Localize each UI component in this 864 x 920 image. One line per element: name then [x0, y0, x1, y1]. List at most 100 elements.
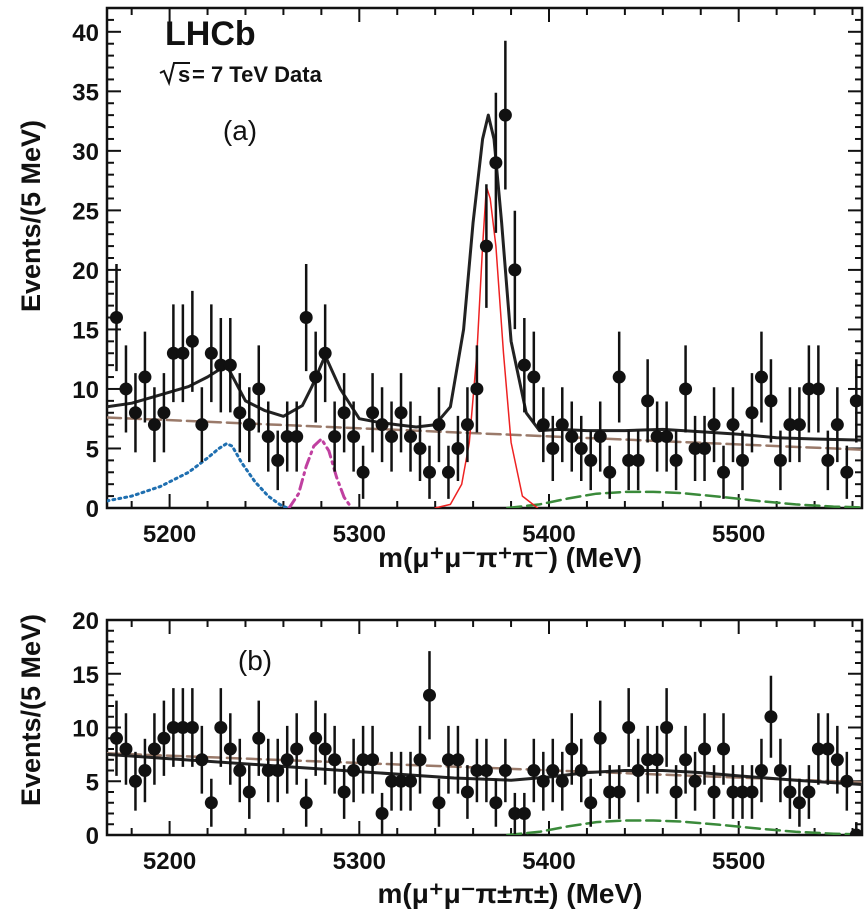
data-point — [735, 785, 749, 799]
data-point — [688, 774, 702, 788]
data-point — [612, 785, 626, 799]
data-point — [717, 465, 731, 479]
data-point — [290, 742, 304, 756]
data-point — [679, 753, 693, 767]
data-point — [280, 430, 294, 444]
data-point — [631, 453, 645, 467]
data-point — [527, 370, 541, 384]
data-point — [214, 358, 228, 372]
data-point — [840, 774, 854, 788]
data-point — [204, 346, 218, 360]
data-point — [280, 753, 294, 767]
data-point — [223, 742, 237, 756]
data-point — [840, 465, 854, 479]
data-point — [603, 785, 617, 799]
sqrt-icon — [159, 62, 190, 87]
panel-a: 0 5 10 15 20 25 30 35 40 5200 5300 5400 5500 Events/(… — [16, 6, 864, 573]
data-point — [318, 346, 332, 360]
data-point — [195, 418, 209, 432]
data-point — [498, 108, 512, 122]
data-point — [128, 406, 142, 420]
data-point — [252, 382, 266, 396]
data-point — [157, 406, 171, 420]
energy-label: = 7 TeV Data — [192, 62, 323, 87]
data-point — [669, 785, 683, 799]
y-tick-label: 35 — [72, 79, 99, 106]
data-point — [394, 774, 408, 788]
data-point — [641, 394, 655, 408]
data-point — [669, 453, 683, 467]
data-point — [185, 334, 199, 348]
data-point — [622, 721, 636, 734]
fit-curve-dashed — [506, 490, 862, 508]
data-point — [584, 796, 598, 810]
data-point — [147, 418, 161, 432]
y-tick-label: 10 — [72, 377, 99, 404]
data-point — [176, 346, 190, 360]
data-point — [233, 406, 247, 420]
data-point — [138, 370, 152, 384]
data-point — [631, 764, 645, 777]
data-point — [166, 721, 180, 734]
data-point — [593, 430, 607, 444]
data-point — [811, 382, 825, 396]
data-point — [707, 785, 721, 799]
y-tick-label: 20 — [72, 258, 99, 285]
y-tick-label: 15 — [72, 662, 99, 689]
x-tick-label: 5200 — [143, 848, 196, 875]
data-point — [574, 764, 588, 777]
data-point — [252, 731, 266, 745]
data-point — [119, 382, 133, 396]
data-point — [849, 394, 862, 408]
data-point — [764, 710, 778, 724]
x-tick-label: 5300 — [333, 521, 386, 548]
data-point — [698, 441, 712, 455]
data-point — [309, 731, 323, 745]
data-point — [792, 418, 806, 432]
data-point — [385, 430, 399, 444]
data-point — [622, 453, 636, 467]
x-tick-label: 5200 — [143, 521, 196, 548]
data-point — [176, 721, 190, 734]
x-axis-label: m(μ⁺μ⁻π⁺π⁻) (MeV) — [378, 542, 642, 573]
data-point — [460, 418, 474, 432]
y-axis-label: Events/(5 MeV) — [16, 614, 46, 806]
data-point — [271, 764, 285, 777]
data-point — [508, 807, 522, 820]
data-point — [309, 370, 323, 384]
data-point — [432, 418, 446, 432]
data-point — [109, 311, 123, 325]
data-point — [811, 742, 825, 756]
data-point — [119, 742, 133, 756]
fit-curve-dashed — [506, 819, 862, 835]
data-point — [849, 828, 862, 835]
panel-b: 0 5 10 15 20 5200 5300 5400 5500 Events/(5 MeV) m(… — [16, 608, 864, 909]
data-point — [830, 753, 844, 767]
data-point — [517, 807, 531, 820]
data-point — [413, 753, 427, 767]
data-point — [735, 453, 749, 467]
y-tick-label: 15 — [72, 317, 99, 344]
data-point — [688, 441, 702, 455]
x-tick-label: 5300 — [333, 848, 386, 875]
panel-label: (b) — [238, 645, 272, 676]
data-point — [356, 465, 370, 479]
data-point — [584, 453, 598, 467]
data-point — [318, 742, 332, 756]
data-point — [432, 796, 446, 810]
data-point — [404, 430, 418, 444]
data-point — [707, 418, 721, 432]
data-point — [328, 753, 342, 767]
y-tick-label: 0 — [86, 823, 99, 850]
data-point — [366, 406, 380, 420]
data-point — [783, 418, 797, 432]
data-point — [223, 358, 237, 372]
data-point — [574, 441, 588, 455]
data-point — [299, 796, 313, 810]
data-point — [185, 721, 199, 734]
data-point — [536, 774, 550, 788]
y-tick-label: 10 — [72, 716, 99, 743]
data-point — [328, 430, 342, 444]
data-point — [460, 785, 474, 799]
